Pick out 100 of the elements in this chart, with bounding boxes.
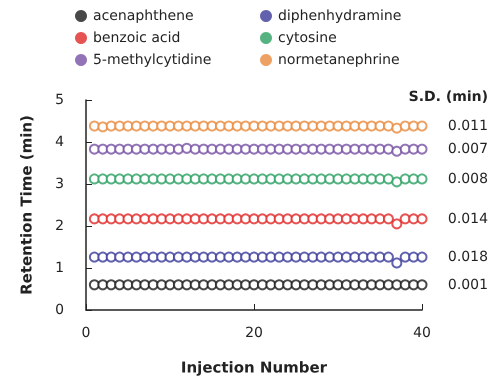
text: 0.008 — [448, 170, 488, 187]
point — [139, 279, 150, 290]
point — [122, 173, 134, 184]
point — [290, 213, 302, 224]
point — [307, 120, 318, 132]
point — [223, 120, 234, 132]
point — [164, 120, 176, 132]
point — [366, 173, 378, 184]
x-tick-label: 40 — [413, 325, 431, 341]
text: 0.011 — [448, 118, 488, 134]
point — [340, 173, 352, 184]
point — [198, 173, 210, 184]
point — [164, 144, 176, 155]
point — [374, 120, 386, 132]
point — [408, 213, 420, 224]
point — [130, 173, 142, 184]
point — [130, 120, 142, 132]
point — [256, 173, 268, 184]
point — [340, 144, 352, 155]
point — [240, 173, 252, 184]
point — [130, 213, 142, 224]
point — [382, 213, 394, 224]
point — [374, 252, 386, 263]
point — [164, 252, 176, 263]
y-axis-title: Retention Time (min) — [18, 115, 36, 295]
point — [172, 252, 184, 263]
point — [374, 213, 386, 224]
x-axis-title: Injection Number — [180, 358, 328, 376]
point — [408, 173, 420, 184]
point — [298, 213, 310, 224]
point — [206, 213, 218, 224]
point — [340, 252, 352, 263]
point — [156, 120, 168, 132]
point — [340, 120, 352, 132]
point — [164, 213, 176, 224]
point — [139, 120, 150, 132]
point — [391, 146, 402, 157]
point — [265, 279, 276, 290]
point — [374, 144, 386, 155]
x-tick-label: 0 — [82, 325, 90, 341]
point — [164, 173, 176, 184]
point — [366, 213, 378, 224]
point — [282, 120, 294, 132]
point — [416, 213, 428, 224]
point — [88, 144, 100, 155]
point — [88, 252, 100, 263]
point — [391, 257, 402, 268]
point — [282, 213, 294, 224]
point — [214, 213, 226, 224]
legend-label: benzoic acid — [93, 30, 180, 46]
point — [122, 144, 134, 155]
point — [282, 252, 294, 263]
point — [97, 279, 108, 290]
point — [156, 173, 168, 184]
point — [382, 120, 394, 132]
point — [248, 144, 260, 155]
point — [332, 144, 344, 155]
point — [416, 120, 428, 132]
point — [382, 252, 394, 263]
point — [391, 279, 402, 290]
point — [172, 173, 184, 184]
point — [391, 122, 402, 134]
point — [181, 120, 192, 132]
point — [340, 213, 352, 224]
legend-label: 5-methylcytidine — [93, 52, 212, 68]
point — [366, 144, 378, 155]
point — [198, 144, 210, 155]
point — [248, 252, 260, 263]
point — [256, 213, 268, 224]
point — [290, 144, 302, 155]
point — [382, 173, 394, 184]
point — [240, 213, 252, 224]
point — [298, 252, 310, 263]
point — [122, 120, 134, 132]
point — [130, 252, 142, 263]
point — [324, 213, 336, 224]
point — [307, 279, 318, 290]
point — [265, 213, 276, 224]
point — [214, 120, 226, 132]
point — [156, 252, 168, 263]
x-tick-label: 20 — [245, 325, 263, 341]
text: 0.014 — [448, 210, 488, 227]
point — [97, 213, 108, 224]
point — [324, 144, 336, 155]
legend-label: normetanephrine — [278, 52, 400, 68]
point — [332, 213, 344, 224]
annotation: S.D. (min) — [408, 89, 488, 105]
point — [256, 144, 268, 155]
point — [298, 144, 310, 155]
point — [172, 120, 184, 132]
point — [282, 173, 294, 184]
point — [374, 173, 386, 184]
point — [122, 213, 134, 224]
point — [114, 120, 126, 132]
point — [114, 213, 126, 224]
point — [349, 120, 360, 132]
point — [408, 120, 420, 132]
text: 0.007 — [448, 141, 488, 158]
point — [198, 213, 210, 224]
y-tick-label: 5 — [55, 92, 64, 108]
